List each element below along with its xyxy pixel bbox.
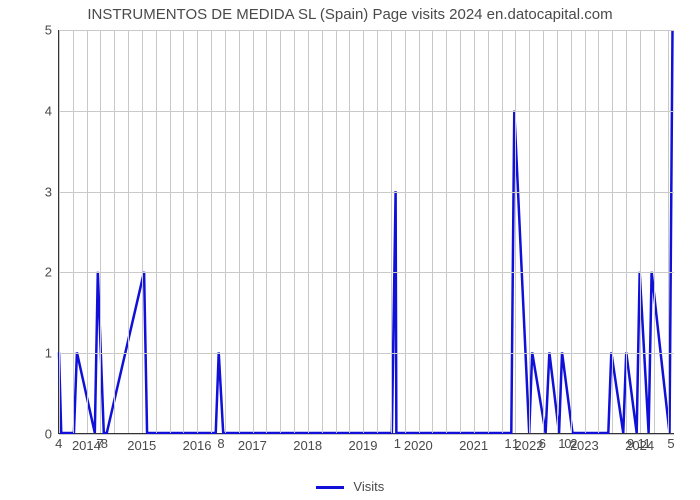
vgrid-line: [349, 30, 350, 433]
vgrid-line: [377, 30, 378, 433]
vgrid-line: [515, 30, 516, 433]
chart-title: INSTRUMENTOS DE MEDIDA SL (Spain) Page v…: [0, 6, 700, 23]
vgrid-line: [280, 30, 281, 433]
vgrid-line: [640, 30, 641, 433]
vgrid-line: [543, 30, 544, 433]
vgrid-line: [460, 30, 461, 433]
vgrid-line: [446, 30, 447, 433]
vgrid-line: [612, 30, 613, 433]
hgrid-line: [59, 434, 674, 435]
hgrid-line: [59, 30, 674, 31]
vgrid-line: [668, 30, 669, 433]
x-tick-year: 2019: [349, 438, 378, 453]
vgrid-line: [183, 30, 184, 433]
vgrid-line: [156, 30, 157, 433]
hgrid-line: [59, 192, 674, 193]
vgrid-line: [557, 30, 558, 433]
vgrid-line: [363, 30, 364, 433]
line-layer: [59, 30, 674, 433]
vgrid-line: [571, 30, 572, 433]
vgrid-line: [322, 30, 323, 433]
vgrid-line: [336, 30, 337, 433]
hgrid-line: [59, 111, 674, 112]
vgrid-line: [308, 30, 309, 433]
value-label: 1: [512, 436, 519, 451]
vgrid-line: [87, 30, 88, 433]
value-label: 1: [394, 436, 401, 451]
x-tick-year: 2016: [183, 438, 212, 453]
vgrid-line: [585, 30, 586, 433]
y-tick-label: 2: [32, 265, 52, 280]
vgrid-line: [405, 30, 406, 433]
vgrid-line: [170, 30, 171, 433]
vgrid-line: [59, 30, 60, 433]
vgrid-line: [73, 30, 74, 433]
vgrid-line: [128, 30, 129, 433]
value-label: 8: [217, 436, 224, 451]
value-label: 4: [55, 436, 62, 451]
chart-container: INSTRUMENTOS DE MEDIDA SL (Spain) Page v…: [0, 0, 700, 500]
vgrid-line: [239, 30, 240, 433]
vgrid-line: [598, 30, 599, 433]
y-tick-label: 5: [32, 23, 52, 38]
vgrid-line: [529, 30, 530, 433]
x-tick-year: 2017: [238, 438, 267, 453]
vgrid-line: [419, 30, 420, 433]
value-label: 1: [643, 436, 650, 451]
y-tick-label: 3: [32, 184, 52, 199]
vgrid-line: [502, 30, 503, 433]
x-tick-year: 2015: [127, 438, 156, 453]
vgrid-line: [266, 30, 267, 433]
vgrid-line: [142, 30, 143, 433]
value-label: 8: [101, 436, 108, 451]
vgrid-line: [114, 30, 115, 433]
hgrid-line: [59, 272, 674, 273]
value-label: 6: [539, 436, 546, 451]
vgrid-line: [294, 30, 295, 433]
legend: Visits: [0, 479, 700, 494]
x-tick-year: 2020: [404, 438, 433, 453]
y-tick-label: 4: [32, 103, 52, 118]
vgrid-line: [391, 30, 392, 433]
visits-line: [59, 30, 673, 433]
vgrid-line: [253, 30, 254, 433]
vgrid-line: [432, 30, 433, 433]
x-tick-year: 2021: [459, 438, 488, 453]
x-tick-year: 2018: [293, 438, 322, 453]
value-label: 1: [504, 436, 511, 451]
vgrid-line: [197, 30, 198, 433]
vgrid-line: [474, 30, 475, 433]
hgrid-line: [59, 353, 674, 354]
y-tick-label: 0: [32, 427, 52, 442]
value-label: 9: [627, 436, 634, 451]
vgrid-line: [211, 30, 212, 433]
vgrid-line: [488, 30, 489, 433]
y-tick-label: 1: [32, 346, 52, 361]
plot-area: [58, 30, 674, 434]
legend-label: Visits: [353, 479, 384, 494]
value-label: 2: [570, 436, 577, 451]
value-label: 5: [667, 436, 674, 451]
legend-swatch: [316, 486, 344, 489]
vgrid-line: [225, 30, 226, 433]
vgrid-line: [100, 30, 101, 433]
vgrid-line: [626, 30, 627, 433]
vgrid-line: [654, 30, 655, 433]
